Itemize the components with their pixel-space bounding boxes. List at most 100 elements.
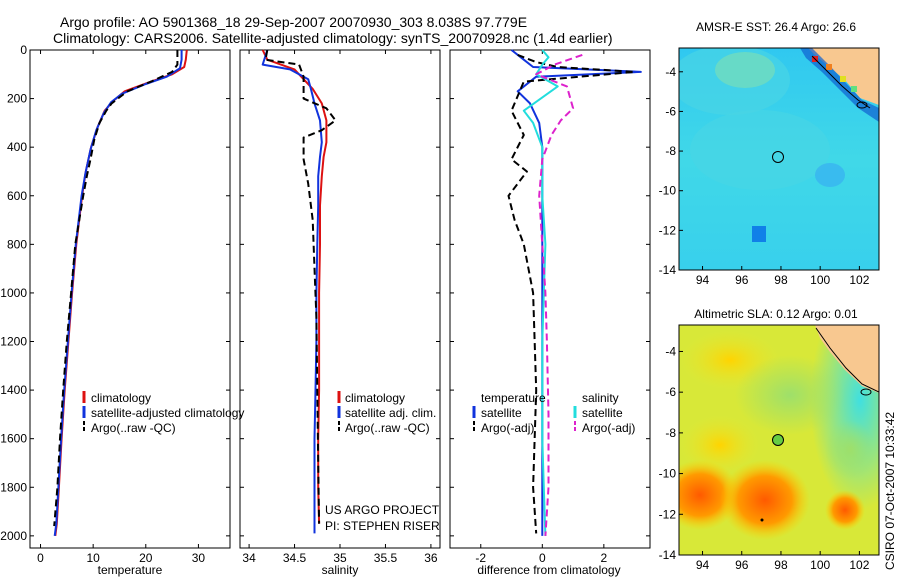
legend-sal-argo: Argo(-adj) [582, 421, 635, 435]
y-tick-label: 1000 [0, 286, 27, 300]
x-tick-label: 0 [539, 551, 546, 565]
map-x-tick-label: 100 [810, 558, 830, 572]
sla-patch [720, 460, 810, 540]
y-tick-label: 2000 [0, 529, 27, 543]
temperature-legend: climatology satellite-adjusted climatolo… [82, 391, 244, 435]
y-tick-label: 1800 [0, 480, 27, 494]
map-y-tick-label: -14 [659, 263, 677, 277]
island [856, 101, 868, 109]
map-y-tick-label: -14 [659, 548, 677, 562]
map-x-tick-label: 98 [774, 558, 788, 572]
series-line-Argo [53, 50, 179, 527]
temperature-x-axis: 0 10 20 30 [37, 50, 205, 565]
map-y-tick-label: -6 [665, 385, 676, 399]
map-y-tick-label: -8 [665, 144, 676, 158]
difference-lines [507, 49, 642, 536]
sst-cold-spot [752, 226, 766, 242]
sla-patch [825, 490, 865, 530]
y-tick-label: 600 [7, 189, 27, 203]
difference-depth-ticks [450, 49, 650, 537]
timestamp-label: CSIRO 07-Oct-2007 10:33:42 [883, 412, 897, 570]
coastal-hot-cell [826, 64, 832, 70]
legend-satellite-adj: satellite adj. clim. [345, 406, 436, 420]
series-line-salinity-Argo [535, 53, 583, 536]
temperature-panel: 0 200 400 600 800 1000 1200 1400 1600 1800 2000 0 1… [0, 43, 244, 577]
salinity-axes-frame [239, 49, 441, 549]
map-x-tick-label: 102 [849, 273, 869, 287]
sla-map-axes: 94 96 98 100 102 -4 -6 -8 -10 -12 -14 [659, 344, 870, 572]
legend-sal-satellite: satellite [582, 406, 623, 420]
land [815, 325, 879, 393]
series-line-temperature-Argo [507, 53, 636, 534]
legend-temp-argo: Argo(-adj) [481, 421, 534, 435]
island [860, 388, 872, 396]
figure-title-line1: Argo profile: AO 5901368_18 29-Sep-2007 … [60, 14, 527, 30]
y-tick-label: 200 [7, 92, 27, 106]
map-x-tick-label: 98 [774, 273, 788, 287]
x-tick-label: 0 [37, 551, 44, 565]
salinity-legend: climatology satellite adj. clim. Argo(..… [337, 391, 436, 435]
map-x-tick-label: 96 [735, 273, 749, 287]
sla-map-frame [678, 324, 880, 556]
salinity-depth-ticks [240, 49, 440, 537]
coastal-hot-cell [840, 76, 846, 82]
x-tick-label: 35 [333, 551, 347, 565]
map-y-tick-label: -8 [665, 426, 676, 440]
map-x-tick-label: 96 [735, 558, 749, 572]
temperature-axes-frame [29, 49, 231, 549]
salinity-x-axis: 34 34.5 35 35.5 36 [242, 50, 438, 565]
x-tick-label: 34 [242, 551, 256, 565]
y-tick-label: 1600 [0, 432, 27, 446]
sla-map: Altimetric SLA: 0.12 Argo: 0.01 94 96 98 10… [659, 307, 880, 572]
figure-title-line2: Climatology: CARS2006. Satellite-adjuste… [53, 30, 613, 46]
argo-position-marker [772, 151, 784, 163]
series-line-climatology [261, 49, 328, 524]
temperature-xlabel: temperature [98, 563, 163, 577]
map-x-tick-label: 102 [849, 558, 869, 572]
series-line-satellite-adj [261, 49, 323, 534]
sla-patch [735, 355, 845, 435]
x-tick-label: -2 [475, 551, 486, 565]
sst-patch [815, 163, 845, 187]
pi-annotation: PI: STEPHEN RISER [325, 519, 440, 533]
depth-axis: 0 200 400 600 800 1000 1200 1400 1600 1800 2000 [0, 43, 230, 543]
difference-xlabel: difference from climatology [477, 563, 620, 577]
series-line-satellite-adj [53, 50, 183, 537]
map-y-tick-label: -4 [665, 65, 676, 79]
map-y-tick-label: -4 [665, 344, 676, 358]
map-y-tick-label: -10 [659, 184, 677, 198]
x-tick-label: 36 [424, 551, 438, 565]
salinity-panel: 34 34.5 35 35.5 36 salinity climatology sate… [239, 49, 441, 577]
map-x-tick-label: 94 [696, 273, 710, 287]
difference-axes-frame [449, 49, 651, 549]
argo-position-marker [772, 434, 784, 446]
y-tick-label: 1400 [0, 383, 27, 397]
legend-argo: Argo(..raw -QC) [91, 421, 176, 435]
sst-field [679, 48, 879, 270]
sst-patch [715, 52, 775, 88]
temperature-lines [53, 49, 188, 537]
coastline [815, 327, 879, 393]
legend-temp-satellite: satellite [481, 406, 522, 420]
y-tick-label: 1200 [0, 335, 27, 349]
island-dot [760, 518, 764, 522]
map-y-tick-label: -10 [659, 467, 677, 481]
sst-map-axes: 94 96 98 100 102 -4 -6 -8 -10 -12 -14 [659, 65, 870, 287]
salinity-lines [261, 49, 337, 534]
series-line-Argo [264, 49, 337, 524]
x-tick-label: 35.5 [374, 551, 398, 565]
legend-climatology: climatology [345, 391, 405, 405]
sla-patch [825, 420, 875, 480]
sst-patch [690, 110, 830, 190]
difference-legend: temperature satellite Argo(-adj) salinit… [472, 391, 635, 435]
y-tick-label: 800 [7, 237, 27, 251]
legend-argo: Argo(..raw -QC) [345, 421, 430, 435]
x-tick-label: 34.5 [283, 551, 307, 565]
coastal-sst [800, 48, 879, 122]
map-y-tick-label: -6 [665, 104, 676, 118]
map-y-tick-label: -12 [659, 223, 677, 237]
x-tick-label: 2 [601, 551, 608, 565]
x-tick-label: 10 [86, 551, 100, 565]
sst-map-title: AMSR-E SST: 26.4 Argo: 26.6 [696, 20, 856, 34]
